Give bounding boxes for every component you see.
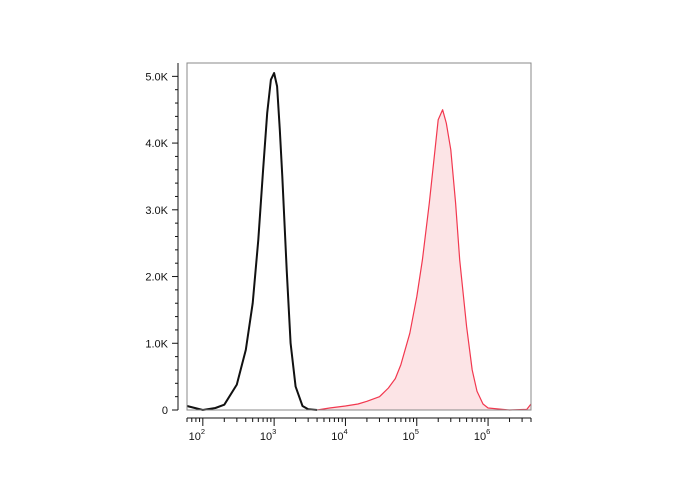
y-tick-label: 3.0K — [145, 205, 168, 217]
x-tick-base: 10 — [260, 431, 272, 443]
x-tick-label: 104 — [331, 427, 347, 443]
series-1-line — [317, 109, 532, 411]
x-tick-label: 103 — [260, 427, 276, 443]
y-axis: 0 1.0K 2.0K 3.0K 4.0K 5.0K — [145, 63, 179, 417]
x-axis: 102 103 104 105 106 — [186, 417, 532, 443]
y-tick-label: 5.0K — [145, 71, 168, 83]
y-tick-label: 0 — [162, 405, 168, 417]
y-tick-label: 1.0K — [145, 338, 168, 350]
series-1-area — [317, 109, 531, 410]
y-tick-label: 4.0K — [145, 138, 168, 150]
series-0-line — [186, 72, 318, 411]
x-tick-label: 105 — [403, 427, 419, 443]
x-tick-base: 10 — [474, 431, 486, 443]
series-fills — [317, 109, 531, 410]
plot-frame — [186, 62, 532, 411]
x-tick-label: 106 — [474, 427, 490, 443]
x-tick-exponent: 2 — [201, 427, 205, 436]
y-tick-label: 2.0K — [145, 272, 168, 284]
series-lines — [186, 72, 532, 411]
x-tick-base: 10 — [189, 431, 201, 443]
x-tick-exponent: 3 — [272, 427, 276, 436]
x-tick-base: 10 — [331, 431, 343, 443]
x-tick-base: 10 — [403, 431, 415, 443]
x-tick-exponent: 6 — [486, 427, 490, 436]
x-tick-exponent: 5 — [415, 427, 419, 436]
x-tick-label: 102 — [189, 427, 205, 443]
x-tick-exponent: 4 — [343, 427, 347, 436]
